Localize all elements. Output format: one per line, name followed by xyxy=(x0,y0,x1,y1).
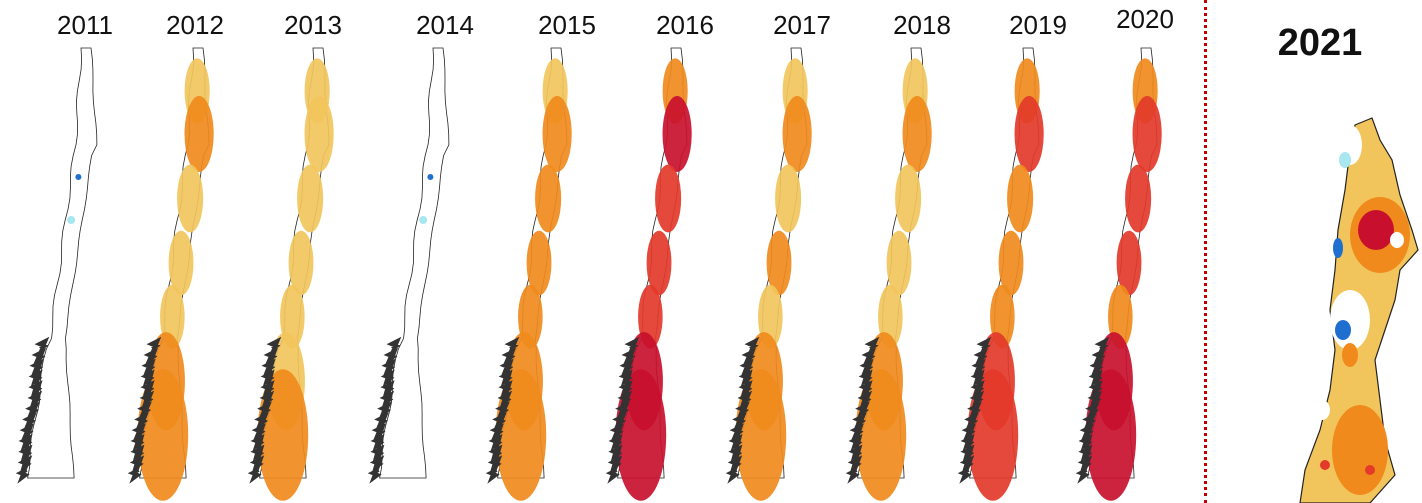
map-2015 xyxy=(485,47,572,501)
map-2021 xyxy=(1299,117,1419,503)
anomaly-blob xyxy=(168,230,194,296)
anomaly-blob xyxy=(1007,164,1034,233)
map-2012 xyxy=(127,47,214,501)
anomaly-blob xyxy=(288,230,314,296)
anomaly-blob xyxy=(998,230,1024,296)
southern-coast xyxy=(127,336,162,484)
southern-coast xyxy=(725,336,760,484)
year-label-2021: 2021 xyxy=(1277,22,1363,64)
anomaly-blob xyxy=(535,164,562,233)
anomaly-blob xyxy=(1014,96,1044,172)
anomaly-blob xyxy=(1342,343,1358,367)
cold-spot xyxy=(75,174,82,180)
map-2019 xyxy=(957,47,1044,501)
anomaly-blob xyxy=(1320,460,1330,470)
map-2014 xyxy=(367,47,450,484)
year-label-2018: 2018 xyxy=(893,10,951,40)
anomaly-blob xyxy=(1132,96,1162,172)
no-anomaly-area xyxy=(1314,400,1330,420)
southern-coast xyxy=(845,336,880,484)
anomaly-blob xyxy=(1332,405,1388,495)
no-anomaly-area xyxy=(1330,290,1370,350)
anomaly-blob xyxy=(615,369,667,501)
anomaly-blob xyxy=(495,369,547,501)
anomaly-blob xyxy=(1085,369,1137,501)
anomaly-blob xyxy=(766,230,792,296)
anomaly-blob xyxy=(526,230,552,296)
year-label-2015: 2015 xyxy=(538,10,596,40)
anomaly-blob xyxy=(1125,164,1152,233)
cold-spot xyxy=(1333,238,1343,258)
country-outline-2011 xyxy=(27,47,98,479)
anomaly-blob xyxy=(967,369,1019,501)
southern-coast xyxy=(1075,336,1110,484)
southern-coast xyxy=(605,336,640,484)
anomaly-blob xyxy=(662,96,692,172)
cold-spot xyxy=(427,174,434,180)
year-label-2019: 2019 xyxy=(1009,10,1067,40)
year-label-2017: 2017 xyxy=(773,10,831,40)
no-anomaly-area xyxy=(1390,232,1404,248)
anomaly-blob xyxy=(775,164,802,233)
anomaly-blob xyxy=(137,369,189,501)
map-2013 xyxy=(247,47,334,501)
year-divider xyxy=(1204,0,1207,503)
country-outline-2014 xyxy=(379,47,450,479)
anomaly-blob xyxy=(1116,230,1142,296)
map-2011 xyxy=(15,47,98,484)
anomaly-blob xyxy=(297,164,324,233)
map-2020 xyxy=(1075,47,1162,501)
cold-spot xyxy=(1339,152,1351,168)
southern-coast xyxy=(15,336,50,484)
year-label-2013: 2013 xyxy=(284,10,342,40)
southern-coast xyxy=(957,336,992,484)
year-label-2020: 2020 xyxy=(1116,4,1174,34)
anomaly-blob xyxy=(895,164,922,233)
anomaly-blob xyxy=(646,230,672,296)
southern-coast xyxy=(247,336,282,484)
year-label-2014: 2014 xyxy=(416,10,474,40)
year-label-2012: 2012 xyxy=(166,10,224,40)
year-label-2016: 2016 xyxy=(656,10,714,40)
cold-spot xyxy=(67,216,76,224)
southern-coast xyxy=(485,336,520,484)
year-label-2011: 2011 xyxy=(57,10,113,40)
anomaly-blob xyxy=(855,369,907,501)
anomaly-blob xyxy=(782,96,812,172)
southern-coast xyxy=(367,336,402,484)
anomaly-blob xyxy=(902,96,932,172)
anomaly-blob xyxy=(655,164,682,233)
anomaly-blob xyxy=(735,369,787,501)
map-2018 xyxy=(845,47,932,501)
map-2017 xyxy=(725,47,812,501)
map-2016 xyxy=(605,47,692,501)
anomaly-blob xyxy=(257,369,309,501)
anomaly-blob xyxy=(304,96,334,172)
cold-spot xyxy=(1335,320,1351,340)
cold-spot xyxy=(419,216,428,224)
anomaly-blob xyxy=(542,96,572,172)
anomaly-blob xyxy=(1358,210,1394,250)
anomaly-blob xyxy=(1365,465,1375,475)
anomaly-blob xyxy=(886,230,912,296)
anomaly-blob xyxy=(177,164,204,233)
anomaly-blob xyxy=(184,96,214,172)
